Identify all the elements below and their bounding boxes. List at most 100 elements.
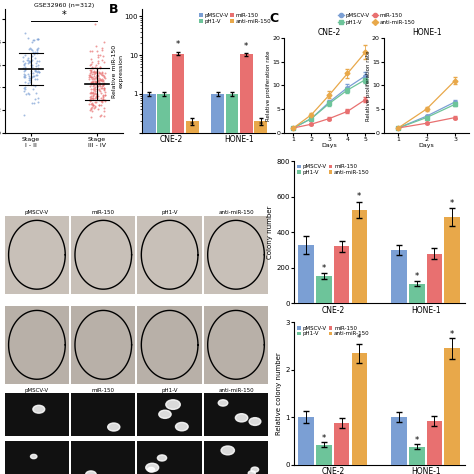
Text: *: *	[62, 10, 66, 20]
Point	[94, 65, 101, 73]
Point	[94, 94, 101, 101]
Bar	[427, 421, 442, 465]
Point	[97, 111, 105, 118]
Point	[87, 67, 95, 75]
Point	[94, 51, 102, 59]
Point	[21, 85, 28, 93]
Point	[25, 89, 32, 96]
Point	[91, 91, 98, 98]
Point	[31, 48, 39, 56]
Point	[27, 57, 35, 64]
Circle shape	[159, 410, 171, 419]
Point	[87, 100, 95, 108]
Bar	[444, 217, 460, 303]
Point	[88, 47, 95, 55]
Point	[31, 54, 39, 62]
Point	[35, 35, 42, 43]
Point	[89, 73, 96, 81]
Point	[96, 64, 104, 71]
Point	[88, 63, 96, 71]
Point	[91, 74, 99, 82]
Point	[99, 71, 107, 78]
Text: C: C	[270, 12, 279, 26]
Bar	[316, 445, 332, 465]
Point	[32, 89, 39, 97]
Point	[21, 73, 28, 81]
Y-axis label: Colony number: Colony number	[267, 206, 273, 259]
Point	[86, 93, 93, 100]
Point	[89, 101, 97, 109]
Point	[92, 80, 100, 87]
Point	[91, 68, 98, 75]
Bar	[172, 54, 184, 474]
Circle shape	[218, 400, 228, 406]
Point	[95, 69, 102, 76]
Point	[87, 113, 94, 121]
Point	[97, 94, 105, 101]
Point	[35, 36, 42, 43]
Point	[89, 107, 96, 115]
Point	[96, 112, 103, 120]
Legend: pMSCV-V, pH1-V, miR-150, anti-miR-150: pMSCV-V, pH1-V, miR-150, anti-miR-150	[297, 325, 370, 337]
Point	[89, 94, 96, 102]
Point	[88, 64, 95, 72]
Point	[91, 82, 98, 89]
Point	[86, 95, 94, 102]
Point	[94, 82, 102, 90]
Point	[34, 49, 41, 57]
Bar	[157, 94, 170, 474]
Point	[86, 72, 94, 79]
Circle shape	[86, 471, 96, 474]
Point	[24, 54, 31, 62]
Point	[94, 57, 101, 64]
Point	[94, 70, 101, 77]
Bar	[392, 417, 407, 465]
Circle shape	[157, 455, 167, 461]
Point	[96, 77, 103, 84]
Point	[88, 100, 96, 107]
Point	[86, 73, 93, 80]
Point	[32, 72, 40, 79]
Point	[27, 76, 34, 83]
Point	[100, 91, 107, 99]
Point	[35, 69, 43, 76]
Point	[93, 67, 100, 74]
Point	[33, 75, 41, 82]
Bar	[352, 353, 367, 465]
Circle shape	[166, 400, 180, 410]
Point	[92, 78, 100, 85]
Point	[30, 73, 38, 80]
Point	[93, 79, 100, 86]
Point	[93, 74, 101, 82]
Point	[95, 85, 102, 93]
Point	[35, 62, 42, 69]
Point	[94, 77, 102, 84]
Point	[100, 85, 107, 93]
Point	[89, 95, 97, 102]
Title: GSE32960 (n=312): GSE32960 (n=312)	[34, 3, 94, 8]
Point	[100, 95, 107, 103]
Bar	[143, 94, 156, 474]
Point	[91, 69, 99, 77]
Point	[100, 58, 108, 66]
Point	[90, 91, 97, 99]
Point	[19, 54, 27, 61]
Point	[34, 44, 42, 52]
Point	[100, 81, 107, 89]
Point	[87, 61, 95, 68]
Point	[100, 80, 108, 87]
Point	[33, 69, 41, 76]
Title: anti-miR-150: anti-miR-150	[218, 210, 254, 215]
Point	[87, 73, 95, 81]
Title: miR-150: miR-150	[92, 210, 115, 215]
Point	[95, 101, 102, 109]
Point	[94, 92, 101, 100]
Point	[28, 46, 36, 54]
Title: pMSCV-V: pMSCV-V	[25, 388, 49, 393]
Point	[27, 78, 34, 85]
Title: pH1-V: pH1-V	[161, 210, 178, 215]
Bar	[186, 121, 199, 474]
Point	[91, 68, 98, 76]
Circle shape	[30, 455, 37, 459]
Text: *: *	[190, 121, 194, 130]
